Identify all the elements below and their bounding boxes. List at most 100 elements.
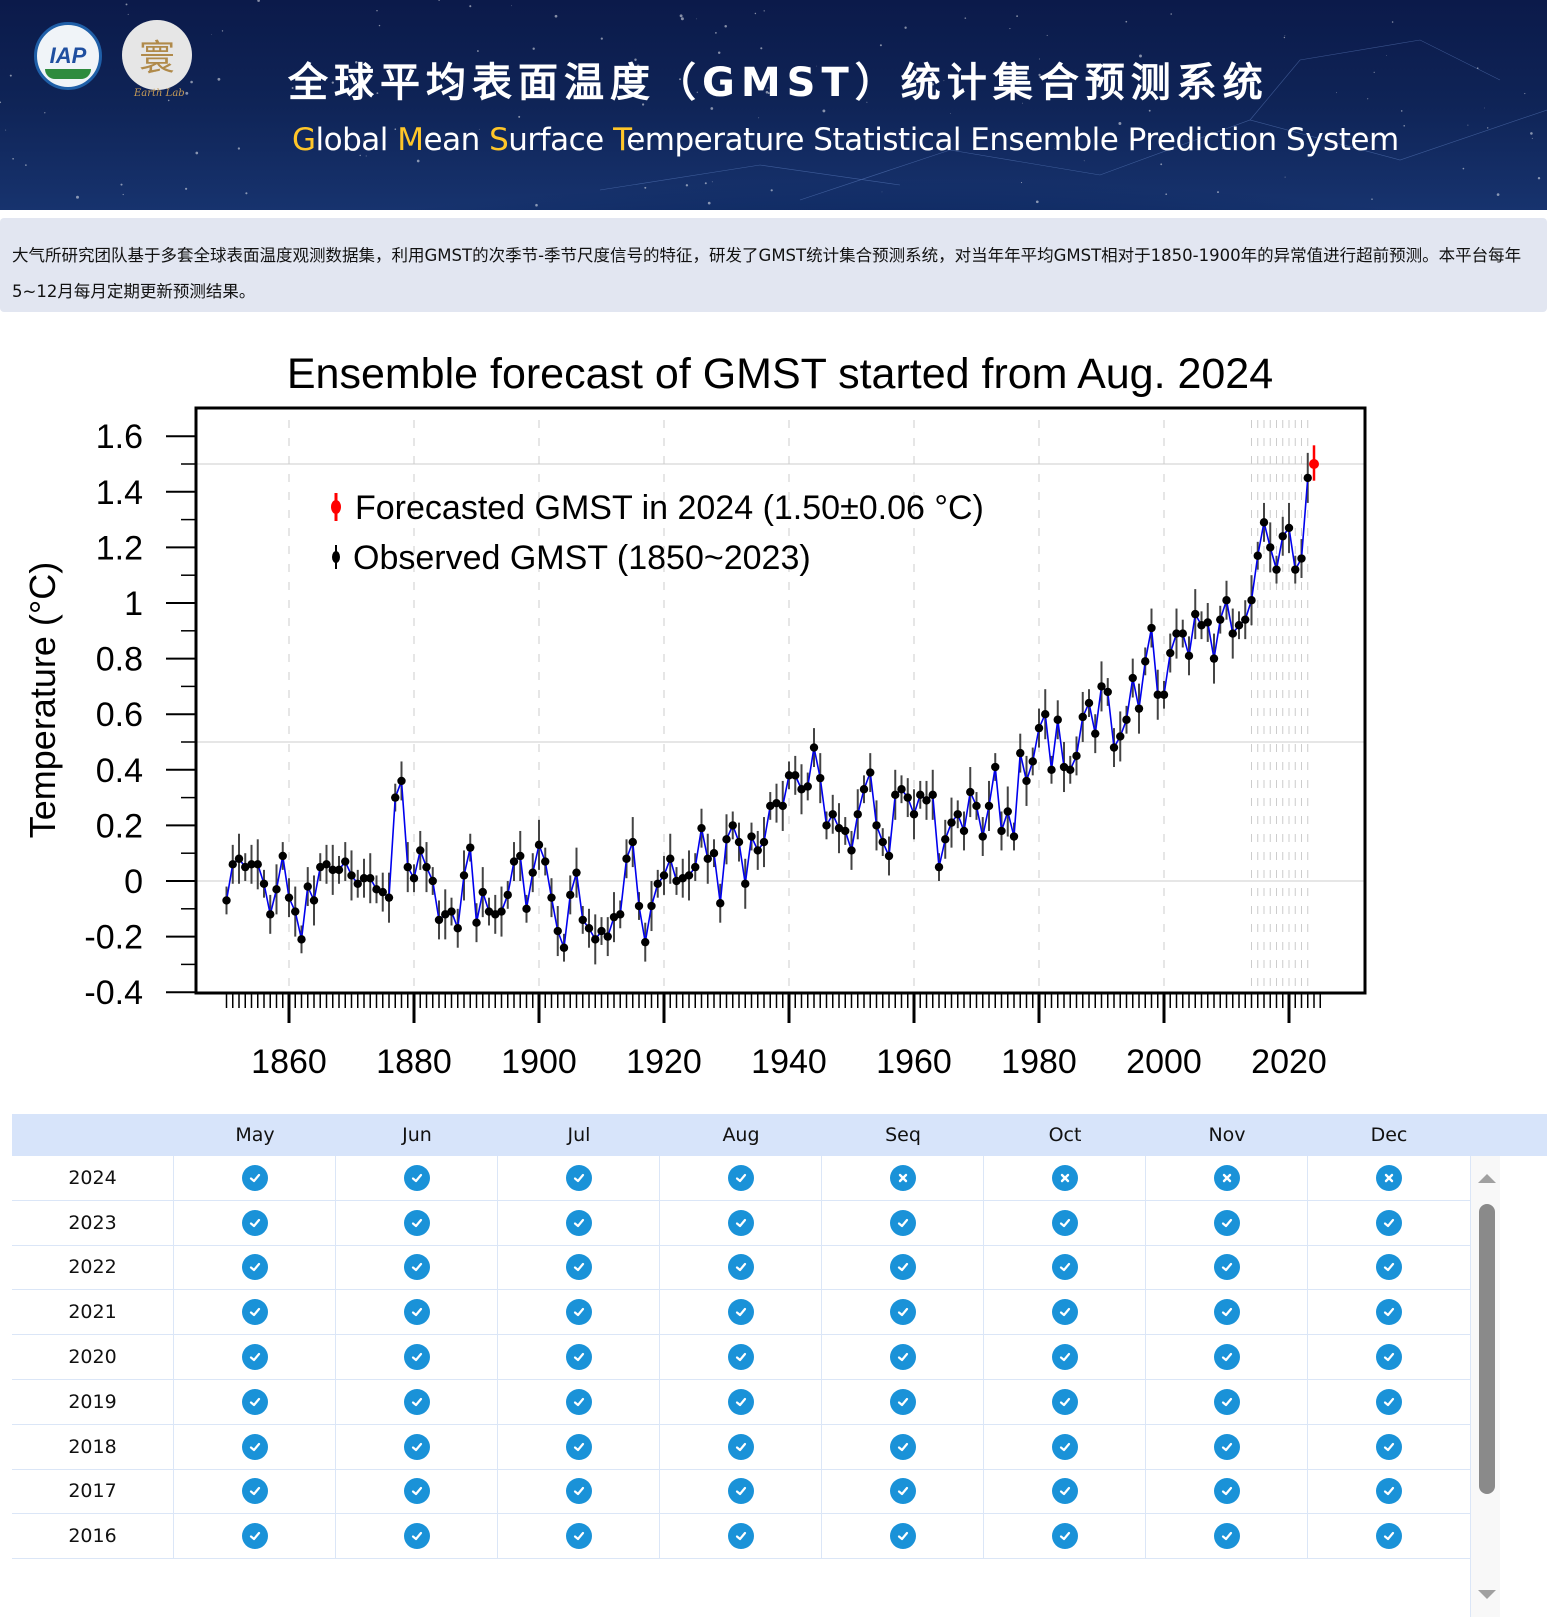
check-circle-icon[interactable] [889,1254,916,1281]
check-circle-icon[interactable] [565,1523,592,1550]
month-cell[interactable] [336,1469,498,1514]
month-cell[interactable] [1308,1470,1470,1514]
month-cell[interactable] [1308,1246,1470,1290]
month-cell[interactable] [1146,1514,1308,1559]
check-circle-icon[interactable] [403,1523,430,1550]
month-cell[interactable] [498,1200,660,1245]
month-cell[interactable] [498,1290,660,1335]
month-cell[interactable] [336,1245,498,1290]
check-circle-icon[interactable] [1051,1344,1078,1371]
check-circle-icon[interactable] [403,1209,430,1236]
month-cell[interactable] [1146,1290,1308,1335]
month-cell[interactable] [660,1379,822,1424]
check-circle-icon[interactable] [727,1164,754,1191]
month-cell[interactable] [984,1245,1146,1290]
scroll-down-arrow-icon[interactable] [1478,1590,1496,1599]
check-circle-icon[interactable] [241,1209,268,1236]
check-circle-icon[interactable] [241,1478,268,1505]
month-cell[interactable] [660,1335,822,1379]
check-circle-icon[interactable] [565,1478,592,1505]
check-circle-icon[interactable] [403,1388,430,1415]
month-cell[interactable] [174,1424,336,1469]
month-cell[interactable] [498,1379,660,1424]
check-circle-icon[interactable] [727,1254,754,1281]
check-circle-icon[interactable] [1213,1523,1240,1550]
month-cell[interactable] [1308,1201,1470,1245]
month-cell[interactable] [498,1335,660,1379]
month-cell[interactable] [336,1379,498,1424]
check-circle-icon[interactable] [403,1254,430,1281]
check-circle-icon[interactable] [1376,1523,1402,1550]
month-cell[interactable] [1146,1424,1308,1469]
check-circle-icon[interactable] [241,1164,268,1191]
month-cell[interactable] [660,1245,822,1290]
month-cell[interactable] [822,1424,984,1469]
check-circle-icon[interactable] [1051,1254,1078,1281]
month-cell[interactable] [822,1514,984,1559]
month-cell[interactable] [984,1200,1146,1245]
month-cell[interactable] [1308,1514,1470,1558]
month-cell[interactable] [822,1290,984,1335]
month-cell[interactable] [498,1424,660,1469]
month-cell[interactable] [660,1424,822,1469]
check-circle-icon[interactable] [889,1209,916,1236]
month-cell[interactable] [822,1245,984,1290]
month-cell[interactable] [1146,1379,1308,1424]
month-cell[interactable] [174,1290,336,1335]
check-circle-icon[interactable] [1213,1433,1240,1460]
month-cell[interactable] [174,1514,336,1559]
month-cell[interactable] [822,1200,984,1245]
scroll-thumb[interactable] [1479,1204,1495,1494]
check-circle-icon[interactable] [241,1254,268,1281]
month-cell[interactable] [660,1156,822,1200]
check-circle-icon[interactable] [1051,1433,1078,1460]
check-circle-icon[interactable] [727,1433,754,1460]
check-circle-icon[interactable] [727,1523,754,1550]
check-circle-icon[interactable] [565,1388,592,1415]
cross-circle-icon[interactable] [1051,1164,1078,1191]
check-circle-icon[interactable] [565,1209,592,1236]
month-cell[interactable] [336,1290,498,1335]
check-circle-icon[interactable] [1213,1388,1240,1415]
month-cell[interactable] [174,1156,336,1200]
month-cell[interactable] [822,1469,984,1514]
check-circle-icon[interactable] [1213,1254,1240,1281]
month-cell[interactable] [498,1469,660,1514]
cross-circle-icon[interactable] [1376,1164,1402,1191]
check-circle-icon[interactable] [1213,1478,1240,1505]
check-circle-icon[interactable] [889,1523,916,1550]
month-cell[interactable] [174,1379,336,1424]
check-circle-icon[interactable] [889,1344,916,1371]
check-circle-icon[interactable] [241,1388,268,1415]
scroll-up-arrow-icon[interactable] [1478,1174,1496,1183]
month-cell[interactable] [984,1290,1146,1335]
check-circle-icon[interactable] [1051,1523,1078,1550]
check-circle-icon[interactable] [1376,1344,1402,1371]
check-circle-icon[interactable] [889,1299,916,1326]
check-circle-icon[interactable] [1051,1478,1078,1505]
month-cell[interactable] [498,1156,660,1200]
check-circle-icon[interactable] [727,1344,754,1371]
month-cell[interactable] [660,1514,822,1559]
month-cell[interactable] [1146,1245,1308,1290]
month-cell[interactable] [498,1245,660,1290]
check-circle-icon[interactable] [1376,1478,1402,1505]
month-cell[interactable] [822,1379,984,1424]
check-circle-icon[interactable] [1376,1299,1402,1326]
check-circle-icon[interactable] [727,1478,754,1505]
month-cell[interactable] [174,1245,336,1290]
table-scrollbar[interactable] [1470,1156,1500,1617]
month-cell[interactable] [336,1514,498,1559]
cross-circle-icon[interactable] [889,1164,916,1191]
check-circle-icon[interactable] [1376,1433,1402,1460]
check-circle-icon[interactable] [889,1478,916,1505]
month-cell[interactable] [174,1200,336,1245]
month-cell[interactable] [984,1335,1146,1379]
month-cell[interactable] [984,1379,1146,1424]
month-cell[interactable] [984,1469,1146,1514]
check-circle-icon[interactable] [1051,1388,1078,1415]
month-cell[interactable] [822,1335,984,1379]
month-cell[interactable] [336,1424,498,1469]
check-circle-icon[interactable] [1376,1388,1402,1415]
month-cell[interactable] [1146,1156,1308,1200]
